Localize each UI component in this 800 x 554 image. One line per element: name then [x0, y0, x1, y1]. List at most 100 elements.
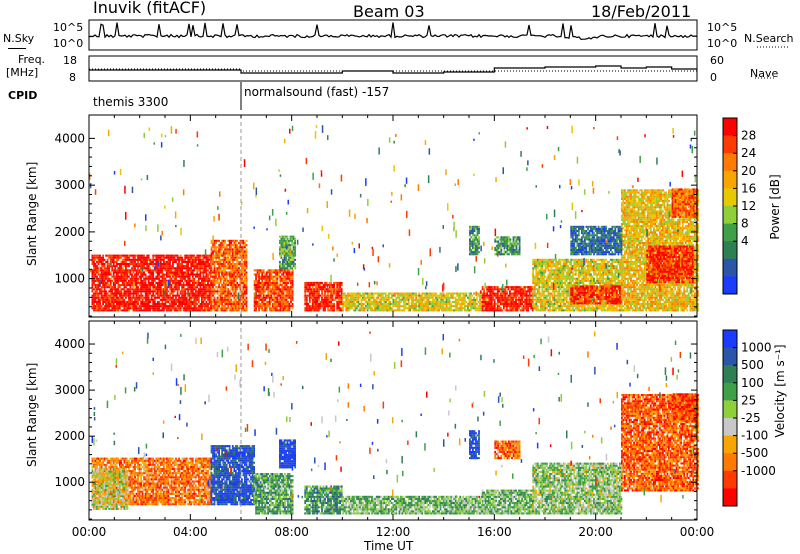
- power-cell: [532, 286, 535, 289]
- power-cell: [439, 296, 442, 299]
- power-cell: [161, 273, 164, 276]
- power-cell: [550, 303, 553, 306]
- power-cell: [525, 294, 528, 297]
- power-cell: [103, 294, 106, 297]
- power-cell: [290, 275, 292, 278]
- power-cell: [218, 256, 220, 259]
- power-cell: [386, 305, 389, 308]
- power-cell: [125, 290, 127, 293]
- power-cell: [242, 252, 245, 255]
- power-cell: [337, 303, 340, 306]
- power-cell: [190, 258, 193, 261]
- power-cell: [281, 303, 283, 306]
- power-cell: [536, 279, 539, 282]
- power-cell: [103, 284, 106, 287]
- power-cell: [149, 298, 152, 301]
- power-cell: [193, 288, 196, 291]
- power-cell: [193, 303, 196, 306]
- power-cell: [515, 307, 517, 310]
- power-cell: [265, 307, 268, 310]
- power-cell: [141, 303, 144, 306]
- power-cell: [115, 305, 118, 308]
- power-cell: [179, 281, 182, 284]
- power-cell: [221, 273, 223, 276]
- power-cell: [273, 296, 276, 299]
- power-cell: [222, 239, 225, 242]
- power-cell: [140, 292, 142, 295]
- power-cell: [227, 250, 230, 253]
- power-cell: [244, 260, 246, 263]
- power-cell: [221, 296, 223, 299]
- power-cell: [457, 307, 460, 310]
- power-cell: [383, 307, 386, 310]
- power-cell: [288, 244, 290, 247]
- power-cell: [276, 277, 279, 280]
- power-cell: [535, 279, 538, 282]
- power-cell: [120, 269, 123, 272]
- power-cell: [541, 292, 544, 295]
- power-cell: [234, 246, 237, 249]
- power-cell: [230, 279, 233, 282]
- power-cell: [114, 286, 117, 289]
- power-cell: [132, 256, 135, 259]
- power-cell: [288, 248, 290, 251]
- power-cell: [106, 286, 109, 289]
- power-cell: [280, 254, 283, 257]
- power-cell: [134, 275, 136, 278]
- power-cell: [152, 290, 155, 293]
- power-cell: [222, 292, 225, 295]
- power-cell: [175, 309, 177, 312]
- power-cell: [291, 273, 294, 276]
- power-cell: [158, 263, 161, 266]
- power-cell: [215, 246, 217, 249]
- power-cell: [210, 303, 213, 306]
- power-cell: [536, 263, 539, 266]
- power-cell: [294, 263, 296, 266]
- power-cell: [496, 294, 499, 297]
- power-cell: [479, 300, 481, 303]
- power-cell: [170, 273, 173, 276]
- power-cell: [224, 242, 227, 245]
- power-cell: [432, 305, 434, 308]
- cpid-segment-1: themis 3300: [93, 95, 169, 109]
- power-cell: [212, 242, 214, 245]
- power-cell: [245, 277, 248, 280]
- power-cell: [176, 258, 179, 261]
- power-cell: [97, 271, 100, 274]
- power-cell: [336, 284, 339, 287]
- power-cell: [219, 252, 222, 255]
- power-cell: [221, 271, 223, 274]
- power-cell: [238, 275, 240, 278]
- power-cell: [230, 246, 233, 249]
- power-cell: [199, 290, 202, 293]
- power-cell: [120, 309, 123, 312]
- power-cell: [115, 300, 118, 303]
- power-cell: [236, 263, 239, 266]
- power-cell: [140, 265, 142, 268]
- power-cell: [268, 296, 271, 299]
- power-cell: [221, 239, 223, 242]
- power-cell: [549, 292, 551, 295]
- power-cell: [550, 258, 553, 261]
- power-cell: [208, 309, 211, 312]
- power-cell: [531, 300, 534, 303]
- power-cell: [404, 294, 407, 297]
- power-cell: [558, 307, 560, 310]
- power-cell: [398, 303, 401, 306]
- power-cell: [504, 294, 507, 297]
- power-cell: [114, 281, 117, 284]
- power-cell: [140, 305, 142, 308]
- power-cell: [515, 294, 517, 297]
- power-cell: [285, 250, 287, 253]
- power-cell: [419, 298, 422, 301]
- power-cell: [271, 275, 274, 278]
- power-cell: [495, 309, 498, 312]
- power-cell: [109, 256, 112, 259]
- power-cell: [93, 260, 95, 263]
- power-cell: [228, 254, 231, 257]
- power-cell: [415, 296, 418, 299]
- power-cell: [283, 254, 286, 257]
- power-cell: [498, 300, 501, 303]
- power-cell: [210, 292, 213, 295]
- power-cell: [204, 305, 206, 308]
